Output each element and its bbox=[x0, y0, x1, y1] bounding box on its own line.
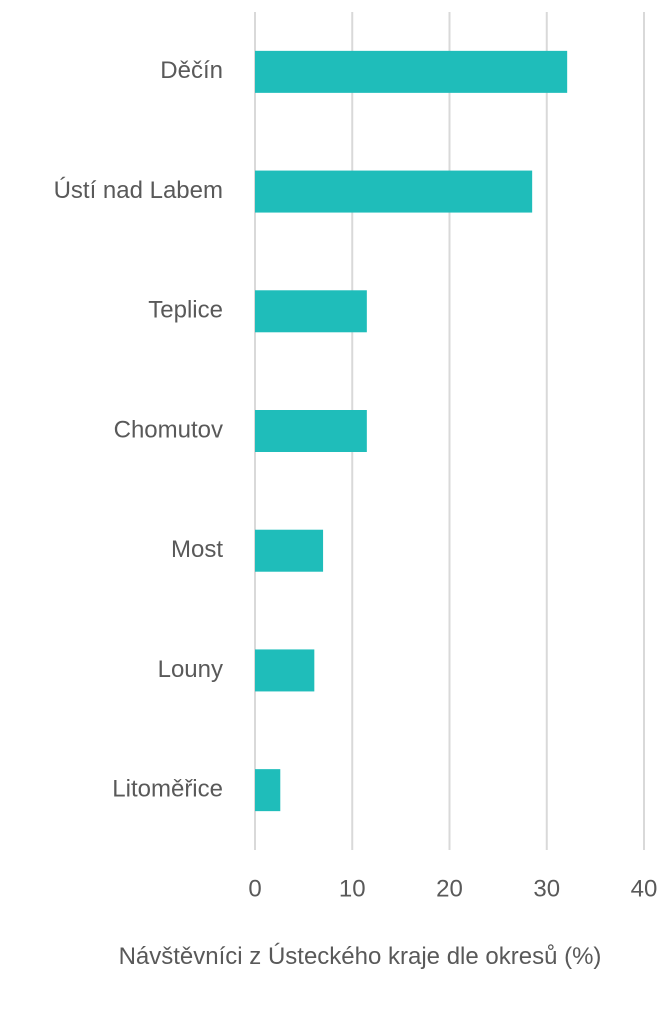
chart: 0 10 20 30 40 Děčín Ústí nad Labem Teplice Chomu… bbox=[54, 12, 658, 902]
x-tick-label: 10 bbox=[339, 875, 366, 902]
x-tick-label: 0 bbox=[248, 875, 261, 902]
y-tick-label: Ústí nad Labem bbox=[54, 177, 223, 204]
bar bbox=[255, 50, 568, 93]
y-tick-label: Litoměřice bbox=[112, 775, 223, 802]
y-tick-label: Chomutov bbox=[114, 416, 223, 443]
x-tick-label: 40 bbox=[631, 875, 658, 902]
bar bbox=[255, 170, 533, 213]
bar bbox=[255, 529, 324, 572]
bar bbox=[255, 290, 367, 333]
x-tick-label: 20 bbox=[436, 875, 463, 902]
bar bbox=[255, 410, 367, 452]
y-tick-label: Louny bbox=[158, 656, 223, 683]
y-tick-label: Děčín bbox=[160, 57, 223, 84]
bar bbox=[255, 769, 281, 812]
x-tick-label: 30 bbox=[533, 875, 560, 902]
bar bbox=[255, 649, 315, 692]
x-axis-title: Návštěvníci z Ústeckého kraje dle okresů… bbox=[118, 943, 602, 970]
y-tick-label: Teplice bbox=[148, 297, 223, 324]
y-tick-label: Most bbox=[171, 536, 223, 563]
